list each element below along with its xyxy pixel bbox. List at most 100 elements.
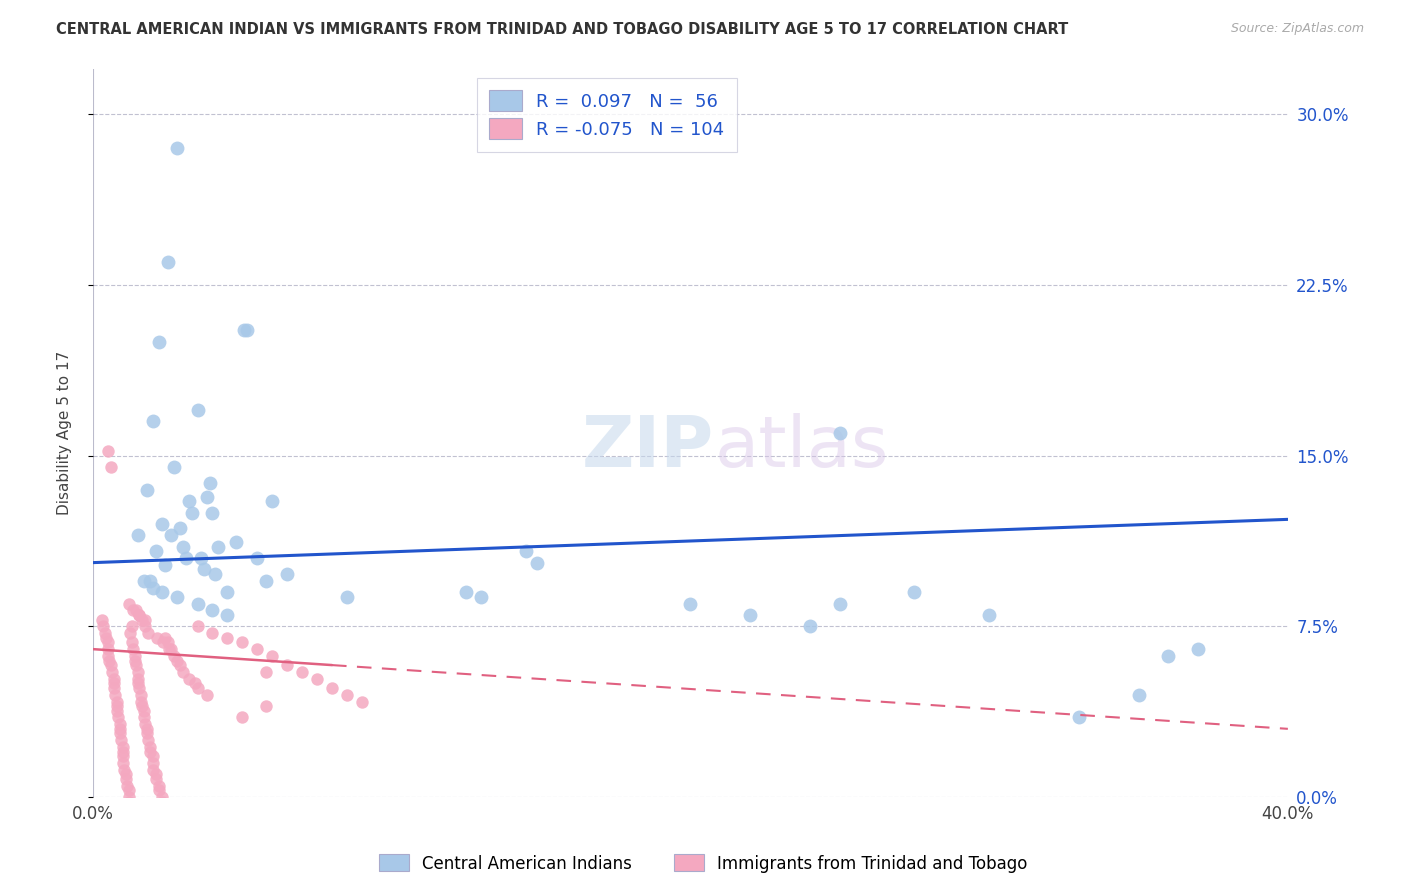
Point	[100, 460, 122, 475]
Point	[108, 726, 131, 740]
Point	[828, 425, 851, 440]
Point	[321, 681, 343, 695]
Point	[190, 551, 212, 566]
Point	[96, 631, 118, 645]
Point	[121, 619, 143, 633]
Point	[187, 619, 209, 633]
Point	[135, 483, 157, 497]
Point	[110, 733, 132, 747]
Point	[142, 581, 165, 595]
Point	[254, 699, 277, 714]
Point	[187, 403, 209, 417]
Point	[132, 574, 155, 588]
Point	[262, 494, 284, 508]
Point	[207, 540, 229, 554]
Point	[128, 681, 150, 695]
Point	[146, 631, 169, 645]
Point	[201, 626, 224, 640]
Point	[1067, 710, 1090, 724]
Point	[118, 790, 141, 805]
Point	[159, 528, 181, 542]
Point	[163, 460, 186, 475]
Point	[276, 658, 298, 673]
Point	[117, 779, 139, 793]
Point	[177, 672, 200, 686]
Point	[148, 334, 170, 349]
Point	[134, 619, 156, 633]
Point	[120, 626, 142, 640]
Point	[127, 676, 149, 690]
Text: ZIP: ZIP	[582, 413, 714, 482]
Point	[276, 567, 298, 582]
Point	[679, 597, 702, 611]
Point	[740, 607, 762, 622]
Point	[111, 749, 134, 764]
Point	[159, 642, 181, 657]
Point	[231, 635, 253, 649]
Point	[103, 681, 125, 695]
Point	[142, 749, 165, 764]
Point	[104, 688, 127, 702]
Point	[350, 694, 373, 708]
Point	[828, 597, 851, 611]
Point	[291, 665, 314, 679]
Point	[148, 779, 170, 793]
Point	[217, 585, 239, 599]
Point	[336, 590, 359, 604]
Point	[225, 535, 247, 549]
Point	[142, 756, 165, 770]
Point	[127, 665, 149, 679]
Point	[246, 551, 269, 566]
Point	[128, 607, 150, 622]
Point	[107, 710, 129, 724]
Point	[169, 658, 191, 673]
Point	[262, 648, 284, 663]
Point	[156, 255, 179, 269]
Point	[172, 665, 194, 679]
Point	[118, 597, 141, 611]
Point	[129, 688, 152, 702]
Point	[97, 642, 120, 657]
Point	[97, 648, 120, 663]
Point	[105, 699, 128, 714]
Point	[166, 141, 188, 155]
Point	[101, 665, 124, 679]
Point	[150, 795, 173, 809]
Point	[127, 528, 149, 542]
Point	[139, 740, 162, 755]
Point	[979, 607, 1001, 622]
Point	[124, 654, 146, 668]
Point	[201, 603, 224, 617]
Point	[145, 772, 167, 786]
Text: atlas: atlas	[714, 413, 889, 482]
Point	[148, 783, 170, 797]
Point	[135, 722, 157, 736]
Point	[456, 585, 478, 599]
Point	[231, 710, 253, 724]
Point	[131, 699, 153, 714]
Point	[135, 726, 157, 740]
Point	[97, 444, 120, 458]
Point	[799, 619, 821, 633]
Point	[115, 767, 138, 781]
Point	[177, 494, 200, 508]
Point	[112, 763, 135, 777]
Point	[153, 631, 176, 645]
Point	[150, 790, 173, 805]
Point	[122, 642, 145, 657]
Point	[134, 717, 156, 731]
Point	[157, 642, 180, 657]
Point	[1187, 642, 1209, 657]
Point	[204, 567, 226, 582]
Point	[97, 635, 120, 649]
Point	[124, 648, 146, 663]
Point	[125, 658, 148, 673]
Point	[172, 540, 194, 554]
Point	[142, 763, 165, 777]
Point	[150, 516, 173, 531]
Point	[118, 783, 141, 797]
Point	[111, 745, 134, 759]
Point	[98, 654, 121, 668]
Point	[128, 607, 150, 622]
Point	[111, 740, 134, 755]
